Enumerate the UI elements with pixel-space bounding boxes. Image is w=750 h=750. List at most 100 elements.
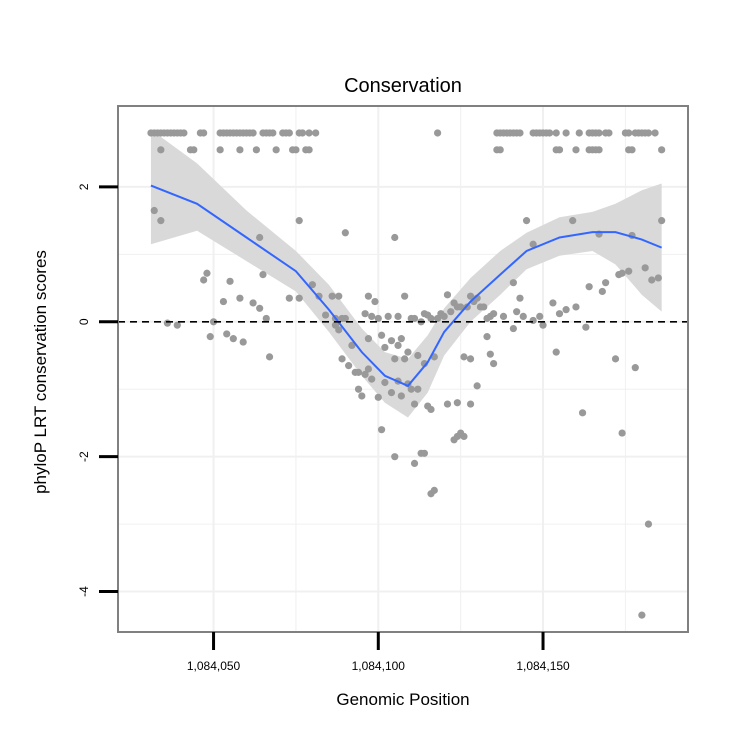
data-point: [219, 297, 228, 306]
data-point: [572, 303, 580, 311]
data-point: [394, 341, 402, 349]
data-point: [259, 270, 267, 279]
data-point: [460, 353, 468, 361]
data-point: [272, 146, 280, 154]
data-point: [414, 385, 422, 393]
x-tick-label: 1,084,050: [187, 659, 241, 673]
data-point: [483, 333, 491, 341]
data-point: [618, 429, 626, 437]
data-point: [555, 146, 564, 154]
data-point: [638, 611, 646, 619]
x-tick-label: 1,084,150: [516, 659, 570, 673]
data-point: [256, 233, 264, 242]
data-point: [361, 310, 369, 318]
data-point: [555, 310, 564, 318]
data-point: [522, 217, 531, 225]
data-point: [239, 338, 247, 346]
data-point: [466, 292, 475, 300]
data-point: [341, 314, 349, 323]
data-point: [377, 426, 386, 434]
data-point: [440, 312, 448, 320]
data-point: [490, 360, 498, 368]
data-point: [354, 368, 363, 376]
data-point: [223, 330, 231, 338]
data-point: [496, 146, 504, 154]
data-point: [308, 281, 316, 289]
data-point: [397, 335, 405, 343]
data-point: [529, 316, 537, 325]
data-point: [433, 129, 442, 137]
data-point: [473, 382, 481, 390]
data-point: [249, 129, 257, 137]
data-point: [269, 129, 277, 137]
data-point: [631, 364, 639, 372]
data-point: [516, 129, 524, 137]
data-point: [381, 378, 389, 387]
data-point: [236, 294, 244, 302]
data-point: [420, 449, 429, 457]
data-point: [368, 375, 376, 383]
data-point: [509, 279, 517, 287]
data-point: [625, 267, 633, 275]
data-point: [229, 335, 237, 343]
data-point: [427, 405, 435, 414]
data-point: [374, 393, 382, 401]
data-point: [157, 146, 165, 154]
data-point: [562, 129, 570, 137]
plot-frame: [117, 105, 689, 633]
data-point: [265, 353, 274, 361]
confidence-band: [150, 129, 662, 418]
data-point: [658, 217, 666, 225]
data-point: [460, 432, 468, 441]
data-point: [354, 385, 363, 393]
data-point: [384, 312, 392, 320]
data-point: [338, 355, 346, 363]
data-point: [414, 351, 422, 360]
data-point: [605, 129, 613, 137]
data-point: [252, 146, 260, 154]
data-point: [364, 335, 373, 343]
data-point: [335, 292, 343, 300]
data-point: [236, 146, 244, 154]
data-point: [466, 400, 475, 408]
y-tick-label: 0: [77, 318, 91, 325]
data-point: [391, 233, 399, 242]
data-point: [552, 129, 560, 137]
data-point: [443, 291, 452, 299]
data-point: [618, 269, 626, 277]
data-point: [262, 314, 270, 323]
data-point: [582, 323, 590, 331]
data-point: [321, 311, 330, 319]
data-point: [430, 486, 438, 494]
data-point: [598, 287, 606, 296]
data-point: [658, 146, 666, 154]
data-point: [443, 400, 452, 408]
data-point: [648, 276, 656, 284]
data-point: [562, 306, 570, 314]
data-point: [345, 362, 353, 370]
data-point: [387, 337, 396, 345]
data-point: [368, 312, 376, 320]
data-point: [305, 129, 313, 137]
data-point: [651, 129, 659, 137]
y-tick-label: 2: [77, 183, 91, 190]
data-point: [516, 294, 524, 302]
data-point: [453, 399, 461, 407]
data-point: [397, 392, 405, 400]
data-point: [654, 274, 662, 282]
data-point: [377, 331, 386, 339]
data-point: [391, 355, 399, 363]
data-point: [410, 459, 419, 468]
data-point: [644, 520, 653, 528]
data-point: [292, 146, 300, 154]
data-point: [486, 350, 494, 358]
data-point: [490, 310, 498, 318]
smooth-line: [150, 184, 663, 388]
data-point: [549, 299, 557, 307]
data-point: [295, 294, 303, 302]
data-point: [447, 308, 455, 316]
data-point: [341, 229, 349, 237]
data-point: [226, 277, 234, 285]
data-point: [509, 324, 517, 333]
